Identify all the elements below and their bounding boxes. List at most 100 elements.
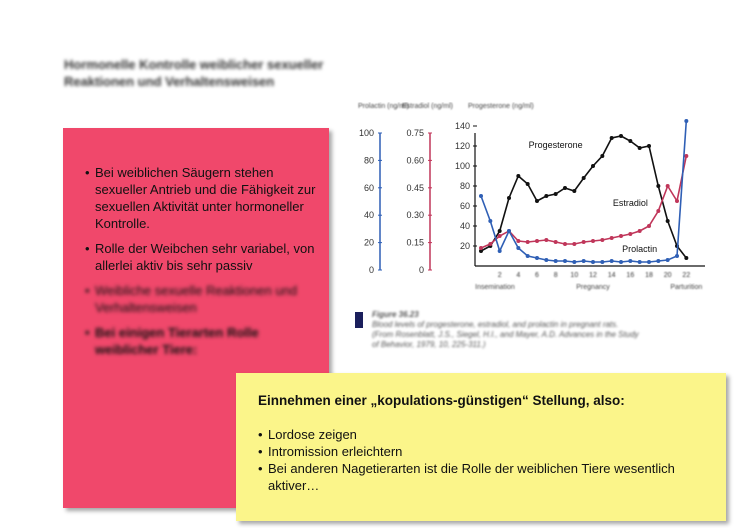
x-tick-label: 6 [535, 272, 539, 279]
yellow-bullet-1: Lordose zeigen [258, 426, 718, 443]
estradiol-point [563, 242, 567, 246]
progesterone-point [684, 256, 689, 260]
estradiol-point [665, 184, 670, 188]
progesterone-point [563, 186, 567, 190]
progesterone-tick-label: 120 [455, 141, 470, 151]
estradiol-tick-label: 0.75 [406, 128, 424, 138]
estradiol-point [647, 224, 651, 228]
yellow-text-box: Einnehmen einer „kopulations-günstigen“ … [236, 373, 726, 521]
prolactin-tick-label: 0 [369, 265, 374, 275]
prolactin-point [591, 260, 595, 264]
prolactin-tick-labels: 100 80 60 40 20 0 [359, 128, 382, 275]
prolactin-point [581, 259, 586, 263]
yellow-heading: Einnehmen einer „kopulations-günstigen“ … [258, 393, 625, 408]
estradiol-point [628, 232, 633, 236]
estradiol-point [479, 246, 483, 250]
prolactin-point [675, 254, 679, 258]
figure-caption-title: Figure 36.23 [372, 310, 419, 319]
x-tick-label: 16 [626, 272, 634, 279]
x-tick-labels: 2 4 6 8 10 12 14 16 18 20 22 [498, 272, 691, 279]
prolactin-tick-label: 100 [359, 128, 374, 138]
pink-bullet-2: Rolle der Weibchen sehr variabel, von al… [85, 240, 325, 274]
prolactin-point [516, 246, 521, 250]
x-group-label: Pregnancy [576, 284, 610, 291]
estradiol-point [525, 240, 530, 244]
progesterone-point [497, 229, 502, 233]
progesterone-line [480, 135, 687, 259]
progesterone-point [637, 146, 642, 150]
prolactin-point [535, 256, 539, 260]
pink-bullet-3: Weibliche sexuelle Reaktionen und Verhal… [85, 282, 325, 316]
estradiol-tick-label: 0.45 [406, 183, 424, 193]
progesterone-tick-label: 140 [455, 121, 470, 131]
progesterone-point [656, 184, 661, 188]
x-tick-label: 2 [498, 272, 502, 279]
x-tick-label: 12 [589, 272, 597, 279]
x-group-label: Parturition [670, 284, 702, 291]
x-group-labels: Insemination Pregnancy Parturition [475, 284, 702, 291]
progesterone-series-label: Progesterone [529, 140, 583, 150]
prolactin-tick-label: 80 [364, 155, 374, 165]
progesterone-point [516, 174, 521, 178]
estradiol-point [497, 234, 502, 238]
estradiol-point [675, 199, 679, 203]
progesterone-point [628, 139, 633, 143]
x-group-label: Insemination [475, 284, 515, 291]
prolactin-point [656, 259, 661, 263]
estradiol-point [516, 239, 521, 243]
progesterone-tick-label: 60 [460, 201, 470, 211]
pink-bullet-list: Bei weiblichen Säugern stehen sexueller … [85, 164, 325, 366]
progesterone-point [479, 249, 483, 253]
yellow-bullet-2: Intromission erleichtern [258, 443, 718, 460]
progesterone-point [665, 219, 670, 223]
estradiol-tick-label: 0.30 [406, 210, 424, 220]
axis-header-estradiol: Estradiol (ng/ml) [402, 103, 453, 110]
prolactin-point [507, 229, 511, 233]
progesterone-tick-label: 40 [460, 221, 470, 231]
estradiol-tick-label: 0.15 [406, 238, 424, 248]
progesterone-tick-label: 20 [460, 241, 470, 251]
progesterone-point [507, 196, 511, 200]
pink-text-box: Bei weiblichen Säugern stehen sexueller … [63, 128, 329, 508]
yellow-bullet-list: Lordose zeigen Intromission erleichtern … [258, 426, 718, 494]
estradiol-point [544, 238, 549, 242]
figure-caption-source: (From Rosenblatt, J.S., Siegel, H.I., an… [372, 330, 639, 349]
x-tick-label: 14 [608, 272, 616, 279]
estradiol-point [637, 229, 642, 233]
prolactin-point [637, 260, 642, 264]
prolactin-point [572, 260, 577, 264]
prolactin-series-label: Prolactin [622, 244, 657, 254]
prolactin-point [563, 259, 567, 263]
progesterone-point [553, 192, 558, 196]
estradiol-point [656, 209, 661, 213]
estradiol-point [591, 239, 595, 243]
prolactin-point [600, 260, 605, 264]
slide-title: Hormonelle Kontrolle weiblicher sexuelle… [64, 56, 384, 90]
prolactin-point [497, 249, 502, 253]
figure-caption: Figure 36.23 Blood levels of progesteron… [372, 310, 642, 350]
prolactin-point [665, 258, 670, 262]
estradiol-point [684, 154, 689, 158]
progesterone-point [544, 194, 549, 198]
prolactin-point [609, 259, 614, 263]
estradiol-tick-label: 0.60 [406, 155, 424, 165]
progesterone-point [591, 164, 595, 168]
prolactin-tick-label: 20 [364, 238, 374, 248]
pink-bullet-1: Bei weiblichen Säugern stehen sexueller … [85, 164, 325, 232]
axis-header-progesterone: Progesterone (ng/ml) [468, 103, 534, 110]
x-tick-label: 20 [664, 272, 672, 279]
estradiol-line [480, 155, 688, 249]
yellow-bullet-3: Bei anderen Nagetierarten ist die Rolle … [258, 460, 718, 494]
x-tick-label: 18 [645, 272, 653, 279]
progesterone-point [581, 176, 586, 180]
progesterone-point [609, 136, 614, 140]
estradiol-tick-labels: 0.75 0.60 0.45 0.30 0.15 0 [406, 128, 432, 275]
progesterone-point [647, 144, 651, 148]
progesterone-point [600, 154, 605, 158]
slide-title-line1: Hormonelle Kontrolle weiblicher sexuelle… [64, 57, 324, 72]
prolactin-tick-label: 60 [364, 183, 374, 193]
progesterone-point [572, 189, 577, 193]
x-tick-label: 22 [682, 272, 690, 279]
series-layer [479, 119, 689, 264]
prolactin-point [544, 258, 549, 262]
